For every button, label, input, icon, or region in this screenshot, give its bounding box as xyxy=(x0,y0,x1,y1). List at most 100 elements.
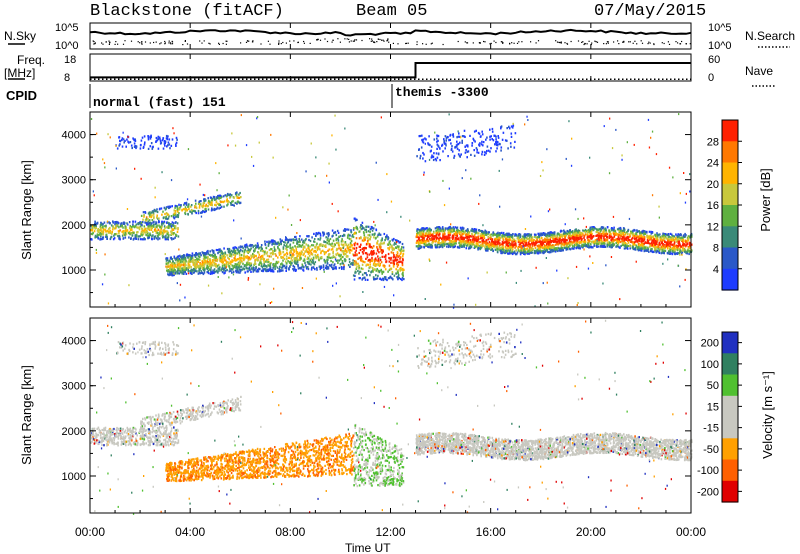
range-cell xyxy=(671,236,674,239)
date-title: 07/May/2015 xyxy=(594,2,706,21)
range-cell xyxy=(252,270,255,273)
range-cell xyxy=(191,252,194,255)
range-cell xyxy=(255,266,257,269)
cpid-segment-2: themis -3300 xyxy=(395,85,489,100)
range-cell xyxy=(525,251,527,254)
range-cell xyxy=(634,235,637,238)
freq-series xyxy=(90,62,691,79)
range-cell xyxy=(170,215,173,218)
range-cell xyxy=(388,264,391,267)
range-cell xyxy=(630,230,632,233)
range-cell xyxy=(265,260,267,263)
range-cell xyxy=(135,233,138,236)
range-cell xyxy=(239,270,242,273)
range-cell xyxy=(252,252,254,256)
nsearch-point xyxy=(201,42,203,44)
range-cell xyxy=(686,239,688,243)
range-cell xyxy=(242,262,244,265)
nsearch-point xyxy=(581,41,583,43)
range-cell xyxy=(371,266,374,270)
range-cell xyxy=(377,257,380,261)
range-cell xyxy=(421,227,423,230)
range-cell xyxy=(207,253,209,256)
range-cell xyxy=(669,240,671,243)
nsearch-tick-bottom: 10^0 xyxy=(708,40,732,52)
nsearch-point xyxy=(558,41,560,43)
range-cell xyxy=(273,263,275,266)
range-cell xyxy=(530,234,532,237)
range-cell xyxy=(315,257,317,260)
nsearch-point xyxy=(513,42,515,44)
range-cell xyxy=(388,276,391,280)
range-cell xyxy=(202,264,205,267)
range-cell xyxy=(183,202,186,205)
range-cell xyxy=(306,260,309,264)
range-cell xyxy=(143,231,146,234)
range-cell xyxy=(175,234,178,237)
range-cell xyxy=(315,244,318,247)
range-cell xyxy=(171,221,174,224)
range-cell xyxy=(295,238,298,241)
range-cell xyxy=(351,234,354,237)
range-cell xyxy=(458,229,461,233)
range-cell xyxy=(529,245,531,248)
range-cell xyxy=(679,244,682,247)
range-cell xyxy=(290,256,293,259)
range-cell xyxy=(100,223,103,226)
range-cell xyxy=(544,246,546,249)
range-cell xyxy=(191,256,194,259)
range-cell xyxy=(227,193,230,196)
range-cell xyxy=(591,240,594,243)
range-cell xyxy=(268,240,270,243)
range-cell xyxy=(248,244,251,247)
range-cell xyxy=(662,234,665,237)
range-cell xyxy=(240,265,243,268)
range-cell xyxy=(502,231,505,235)
nsearch-point xyxy=(407,42,409,44)
nsearch-point xyxy=(516,42,519,44)
range-cell xyxy=(601,245,603,248)
range-cell xyxy=(305,248,308,251)
range-cell xyxy=(392,252,395,255)
range-cell xyxy=(303,258,306,261)
range-cell xyxy=(243,268,246,271)
range-cell xyxy=(568,244,571,247)
range-cell xyxy=(156,229,158,232)
range-cell xyxy=(470,241,472,244)
range-cell xyxy=(662,248,664,251)
range-cell xyxy=(369,243,371,246)
range-cell xyxy=(109,229,112,232)
range-cell xyxy=(235,193,238,196)
range-cell xyxy=(114,233,117,236)
range-cell xyxy=(615,233,617,236)
range-cell xyxy=(302,239,305,242)
range-cell xyxy=(221,266,224,269)
nsearch-point xyxy=(260,43,262,45)
nsearch-point xyxy=(285,42,287,44)
range-cell xyxy=(687,235,690,238)
range-cell xyxy=(606,236,608,239)
range-cell xyxy=(167,236,170,239)
range-cell xyxy=(512,240,515,243)
range-cell xyxy=(491,238,494,241)
range-cell xyxy=(562,249,564,252)
range-cell xyxy=(213,258,215,261)
range-cell xyxy=(90,224,93,227)
range-cell xyxy=(649,242,651,246)
range-cell xyxy=(365,225,367,228)
range-cell xyxy=(609,244,611,247)
range-cell xyxy=(326,258,328,261)
range-cell xyxy=(286,257,288,261)
range-cell xyxy=(442,235,444,238)
range-cell xyxy=(638,239,641,242)
range-cell xyxy=(686,236,689,239)
range-cell xyxy=(598,228,600,231)
range-cell xyxy=(238,250,241,253)
nsearch-point xyxy=(186,43,189,45)
range-cell xyxy=(93,230,96,233)
range-cell xyxy=(137,238,140,241)
range-cell xyxy=(638,230,640,233)
range-cell xyxy=(462,243,465,246)
range-cell xyxy=(365,228,367,231)
range-cell xyxy=(622,236,625,239)
